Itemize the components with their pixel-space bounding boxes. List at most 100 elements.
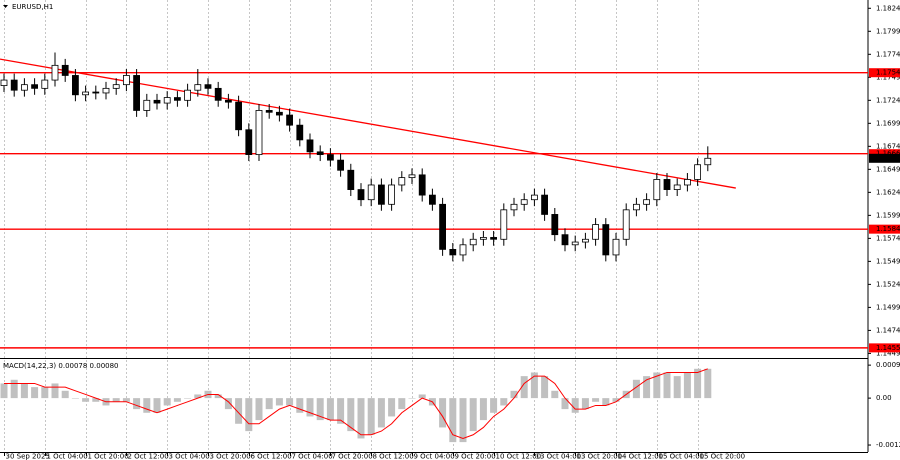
candle-body (337, 159, 345, 171)
histogram-bar (275, 398, 283, 406)
candle-body (275, 111, 283, 116)
x-tick-label: 9 Oct 20:00 (455, 453, 496, 460)
candle-body (571, 241, 579, 246)
y-tick-label: 1.1674 (876, 142, 900, 150)
candle-body (31, 84, 39, 89)
candle-body (510, 203, 518, 211)
candle-body (245, 129, 253, 156)
histogram-bar (377, 398, 385, 428)
candle-body (10, 79, 18, 91)
candle-body (592, 224, 599, 240)
histogram-bar (500, 398, 508, 406)
x-tick-label: 14 Oct 12:00 (618, 453, 664, 460)
level-label: 1.1754 (876, 69, 900, 77)
x-tick-label: 3 Oct 04:00 (169, 453, 210, 460)
x-tick-label: 30 Sep 2025 (6, 453, 50, 460)
candle-body (694, 164, 701, 180)
x-tick-label: 1 Oct 04:00 (47, 453, 88, 460)
candle-body (459, 244, 467, 256)
candle-body (602, 224, 610, 256)
candle-body (102, 87, 110, 94)
histogram-bar (286, 398, 294, 406)
histogram-bar (143, 398, 151, 413)
candle-body (469, 238, 477, 246)
histogram-bar (673, 376, 681, 399)
level-label: 1.1455 (876, 344, 900, 352)
y-tick-label: 1.1724 (876, 96, 900, 104)
candle-body (673, 184, 681, 190)
y-tick-label: 0.00 (876, 394, 892, 402)
histogram-bar (398, 398, 406, 410)
histogram-bar (408, 398, 416, 399)
histogram-bar (653, 372, 661, 399)
signal-line (4, 368, 708, 439)
histogram-bar (520, 376, 528, 399)
candle-body (704, 157, 712, 166)
histogram-bar (0, 383, 8, 399)
histogram-bar (122, 398, 130, 402)
histogram-bar (581, 398, 589, 410)
candle-body (41, 79, 49, 89)
histogram-bar (418, 394, 426, 399)
chart-title: EURUSD,H1 (12, 3, 53, 11)
candle-body (561, 234, 569, 246)
candle-body (633, 203, 640, 211)
candle-body (612, 238, 620, 256)
histogram-bar (92, 398, 100, 402)
histogram-bar (510, 390, 518, 399)
histogram-bar (41, 387, 49, 399)
level-label-bg (869, 149, 900, 159)
candle-body (500, 209, 508, 240)
y-tick-label: 1.1799 (876, 27, 900, 35)
histogram-bar (388, 398, 396, 417)
candle-body (479, 237, 487, 240)
candle-body (143, 99, 151, 111)
level-label-bg (869, 224, 900, 234)
candle-body (235, 101, 243, 131)
candle-body (20, 84, 28, 91)
y-tick-label: 1.1524 (876, 280, 900, 288)
histogram-bar (602, 398, 610, 406)
histogram-bar (235, 398, 243, 424)
candle-body (184, 89, 192, 101)
histogram-bar (316, 398, 324, 421)
candle-body (684, 179, 691, 186)
candle-body (357, 189, 365, 201)
histogram-bar (153, 398, 161, 413)
histogram-bar (530, 372, 538, 399)
histogram-bar (347, 398, 355, 432)
histogram-bar (173, 398, 181, 402)
candle-body (306, 139, 314, 153)
histogram-bar (61, 390, 69, 399)
histogram-bar (490, 398, 498, 413)
candle-body (428, 194, 436, 205)
x-tick-label: 3 Oct 20:00 (210, 453, 251, 460)
histogram-bar (224, 398, 232, 410)
candle-body (61, 64, 69, 76)
histogram-bar (643, 376, 651, 399)
x-tick-label: 7 Oct 04:00 (292, 453, 333, 460)
histogram-bar (571, 398, 579, 413)
candle-body (51, 64, 59, 81)
histogram-bar (112, 398, 120, 402)
y-tick-label: 1.1624 (876, 188, 900, 196)
candle-body (224, 99, 232, 103)
histogram-bar (133, 398, 141, 410)
histogram-bar (541, 376, 549, 399)
title-arrow (3, 5, 8, 8)
candle-body (622, 209, 630, 240)
candle-body (388, 184, 396, 205)
current-price-bg (869, 153, 900, 163)
histogram-bar (326, 398, 334, 421)
candle-body (112, 84, 120, 89)
histogram-bar (245, 398, 253, 432)
candle-body (653, 179, 661, 201)
candle-body (439, 203, 447, 250)
y-tick-label: 1.1774 (876, 50, 900, 58)
y-tick-label: 1.1824 (876, 4, 900, 12)
histogram-bar (439, 398, 447, 428)
x-tick-label: 13 Oct 04:00 (536, 453, 582, 460)
